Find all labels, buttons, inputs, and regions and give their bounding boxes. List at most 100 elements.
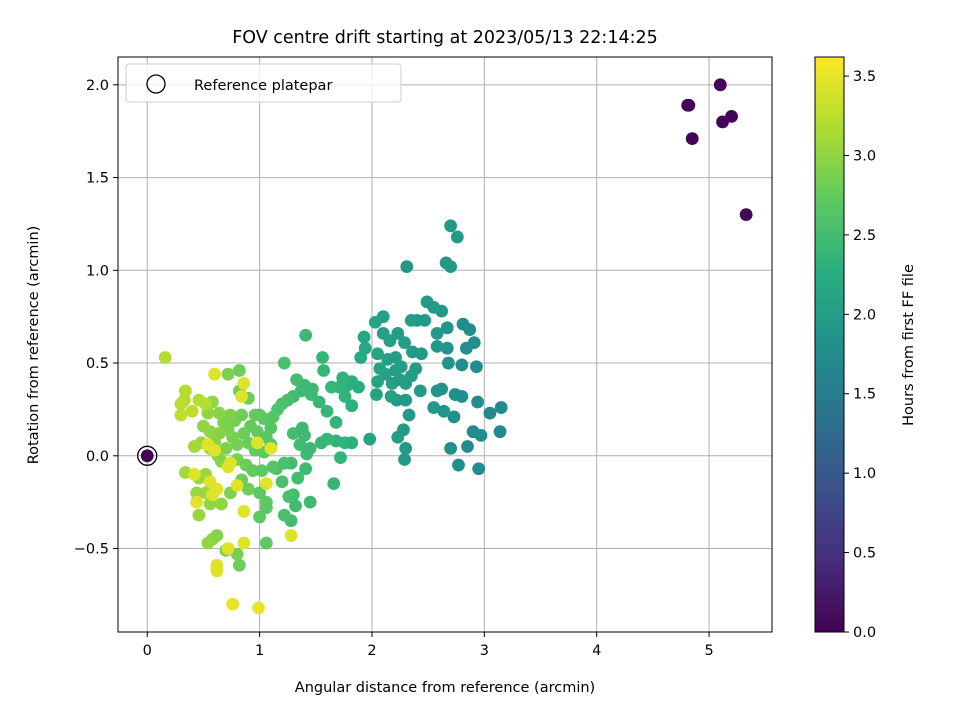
data-point [430, 339, 444, 353]
data-point [237, 505, 251, 518]
data-point [253, 486, 266, 500]
data-point [235, 408, 249, 422]
data-point [179, 384, 192, 398]
legend: Reference platepar [125, 63, 402, 103]
x-axis-ticks: 0 1 2 3 4 5 [143, 632, 714, 659]
data-point [352, 380, 365, 394]
data-point [404, 313, 418, 327]
data-point [259, 536, 273, 550]
data-point [409, 362, 423, 376]
data-point [389, 364, 402, 377]
legend-box [125, 63, 402, 103]
data-point [399, 441, 413, 455]
colorbar-tick-label: 0.5 [853, 546, 876, 562]
data-point [188, 440, 201, 453]
y-tick-label: −0.5 [74, 542, 109, 558]
data-point [246, 464, 260, 478]
data-point [158, 351, 172, 364]
data-point [241, 482, 255, 496]
data-point [345, 436, 359, 450]
data-point [345, 399, 359, 413]
data-point [192, 508, 206, 522]
data-point [413, 384, 427, 398]
data-point [440, 321, 454, 335]
data-point [266, 460, 280, 474]
data-point [299, 462, 313, 476]
data-point [739, 208, 753, 222]
data-point [370, 388, 383, 401]
data-point [682, 98, 696, 112]
data-point [371, 375, 384, 388]
data-point [713, 78, 727, 92]
y-axis-ticks: −0.5 0.0 0.5 1.0 1.5 2.0 [74, 78, 118, 558]
chart-title: FOV centre drift starting at 2023/05/13 … [232, 28, 658, 48]
legend-reference-icon [146, 74, 166, 94]
data-point [252, 601, 265, 615]
data-point [237, 427, 251, 440]
data-point [212, 406, 226, 420]
data-point [334, 451, 347, 465]
data-point [391, 430, 405, 444]
data-point [373, 362, 387, 376]
data-point [232, 364, 246, 377]
data-point [329, 416, 343, 429]
data-point [277, 456, 291, 470]
data-point [447, 410, 461, 424]
data-point [314, 436, 328, 450]
data-point [316, 351, 329, 364]
data-point [190, 486, 204, 500]
data-point [441, 356, 455, 370]
data-point [230, 479, 244, 492]
data-point [237, 377, 251, 390]
plot-frame [117, 56, 773, 633]
data-point [232, 558, 246, 572]
data-point [338, 390, 352, 403]
data-point [286, 427, 300, 440]
data-point [298, 428, 311, 442]
x-tick-label: 3 [480, 643, 489, 659]
colorbar-tick-label: 3.0 [853, 148, 876, 164]
data-point [291, 471, 305, 485]
data-point [205, 488, 219, 502]
data-point [444, 441, 458, 455]
data-point [461, 440, 474, 453]
data-point [440, 341, 454, 355]
data-point [444, 260, 458, 273]
data-point [253, 510, 266, 524]
data-point [214, 497, 228, 511]
data-point [208, 443, 222, 457]
data-point [466, 425, 480, 439]
data-point [264, 441, 278, 455]
data-point [259, 477, 273, 491]
data-point [237, 536, 251, 550]
y-tick-label: 1.0 [86, 263, 109, 279]
data-point [199, 397, 213, 411]
data-point [716, 115, 729, 129]
data-point [470, 360, 483, 374]
reference-point [140, 449, 154, 463]
data-point [444, 219, 458, 233]
data-point [203, 425, 217, 439]
colorbar-tick-label: 0.0 [853, 625, 876, 641]
data-point [418, 313, 432, 327]
y-axis-label: Rotation from reference (arcmin) [26, 226, 42, 465]
data-point [399, 377, 413, 390]
data-point [494, 401, 508, 414]
y-tick-label: 0.0 [86, 449, 109, 465]
colorbar-ticks: 0.0 0.5 1.0 1.5 2.0 2.5 3.0 3.5 [844, 69, 876, 641]
data-point [299, 328, 313, 342]
colorbar: 0.0 0.5 1.0 1.5 2.0 2.5 3.0 3.5 Hours from firs… [814, 56, 917, 641]
data-point [402, 408, 416, 422]
y-tick-label: 0.5 [86, 356, 109, 372]
data-point [435, 304, 449, 318]
data-point [303, 495, 317, 509]
data-point [210, 564, 224, 578]
x-tick-label: 1 [255, 643, 264, 659]
data-point [174, 397, 188, 411]
data-point [282, 490, 296, 503]
data-point [363, 432, 377, 446]
data-point [210, 529, 224, 542]
data-point [389, 351, 402, 364]
data-point [185, 404, 199, 418]
